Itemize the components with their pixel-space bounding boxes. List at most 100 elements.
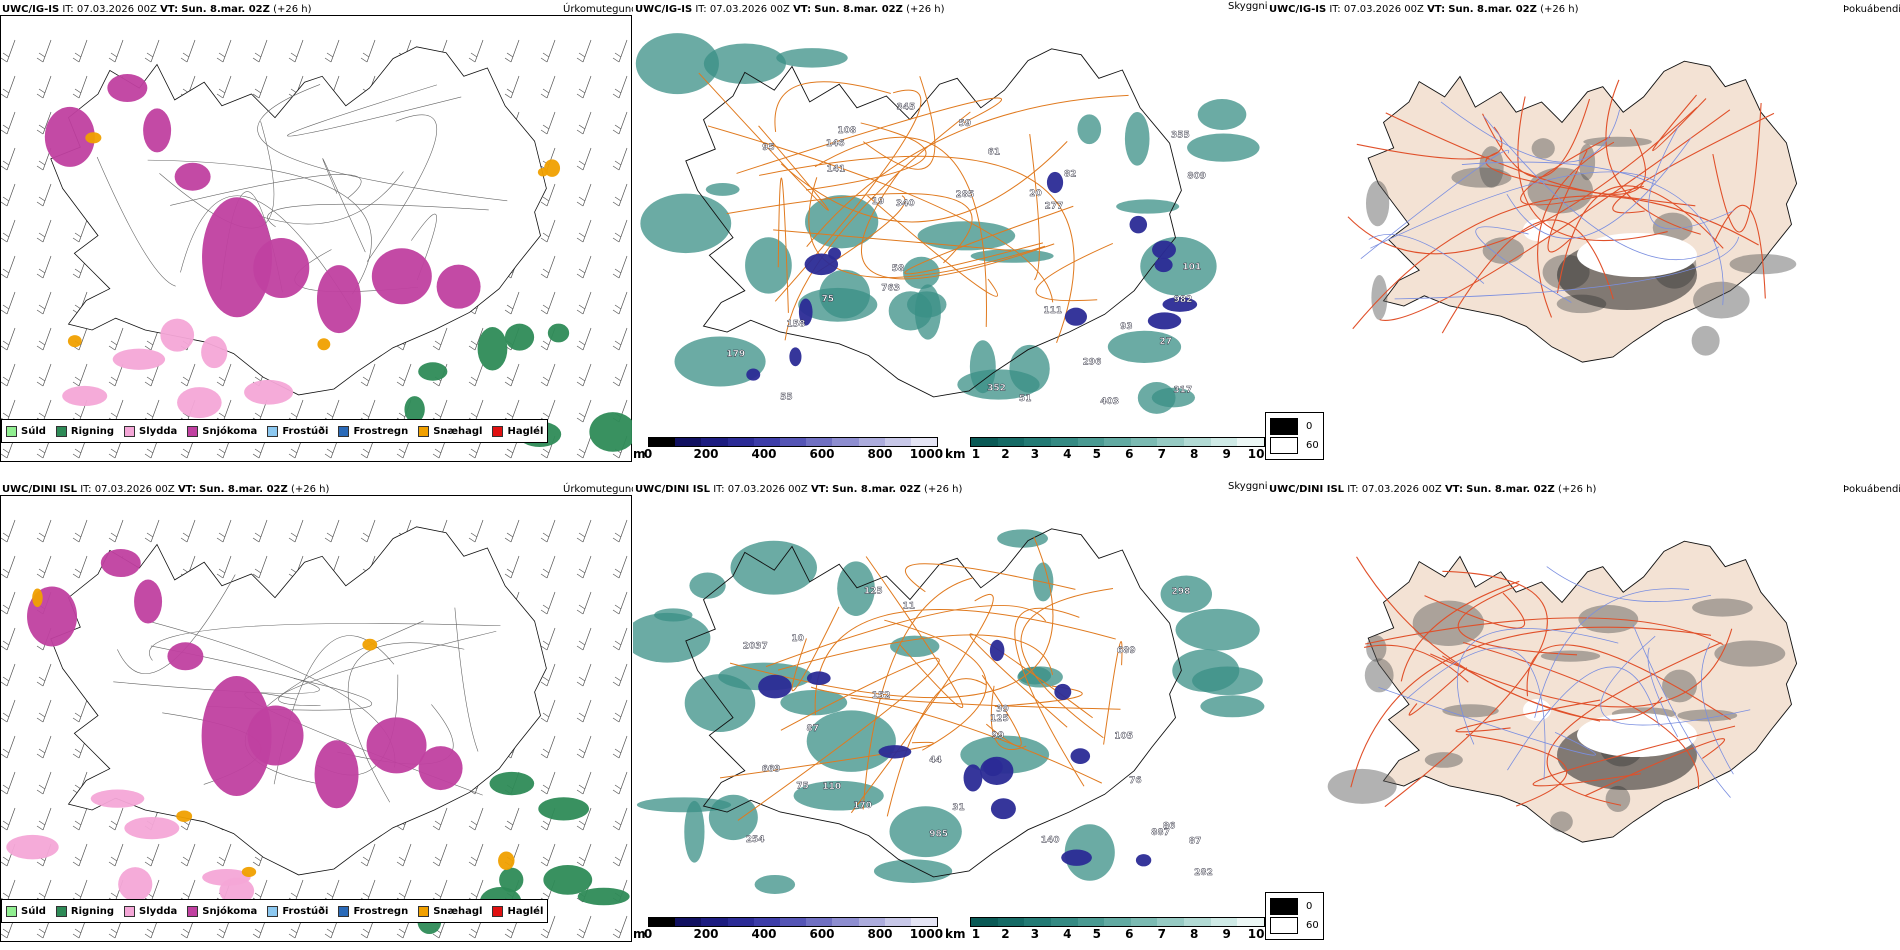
snow-area	[107, 74, 148, 103]
cloud-base-label: 296	[1083, 357, 1102, 367]
wind-barb	[108, 519, 124, 543]
legend-item: Rigning	[55, 425, 114, 437]
road-line	[780, 141, 1068, 223]
wind-barb	[468, 363, 484, 387]
wind-barb	[612, 771, 628, 795]
cloud-base-label: 340	[896, 199, 915, 209]
cloud-base-label: 75	[821, 294, 834, 304]
low-cloud-area	[1061, 849, 1092, 866]
wind-barb	[36, 111, 52, 135]
rain-area	[404, 396, 425, 423]
legend-swatch	[338, 425, 350, 437]
river-line	[1360, 149, 1510, 260]
low-visibility-area	[635, 33, 719, 95]
road-line	[904, 205, 1074, 275]
road-line	[1485, 152, 1696, 207]
wind-barb	[576, 735, 592, 759]
legend-item: Frostregn	[338, 905, 408, 917]
precip-type-panel: UWC/IG-IS IT: 07.03.2026 00Z VT: Sun. 8.…	[0, 0, 638, 470]
wind-barb	[612, 255, 628, 279]
wind-barb	[0, 807, 16, 831]
wind-barb	[216, 75, 232, 99]
ceiling-visibility-panel: UWC/DINI ISL IT: 07.03.2026 00Z VT: Sun.…	[633, 480, 1268, 950]
river-line	[1368, 234, 1485, 284]
graupel-area	[32, 588, 43, 608]
iceland-coastline	[685, 48, 1182, 398]
cloud-base-label: 152	[872, 691, 891, 701]
cloud-base-label: 2037	[743, 641, 768, 651]
wind-barb	[36, 39, 52, 63]
road-line	[1379, 109, 1731, 321]
graupel-area	[241, 866, 257, 877]
snow-area	[366, 717, 427, 774]
wind-barb	[0, 219, 16, 243]
panel-title: UWC/IG-IS IT: 07.03.2026 00Z VT: Sun. 8.…	[635, 4, 945, 15]
panel-title: UWC/DINI ISL IT: 07.03.2026 00Z VT: Sun.…	[635, 484, 963, 495]
road-line	[1612, 112, 1775, 214]
road-line	[862, 76, 936, 170]
rain-area	[504, 323, 535, 351]
cloud-base-label: 125	[990, 714, 1009, 724]
road-line	[814, 136, 987, 327]
wind-barb	[540, 183, 556, 207]
fog-shading	[1693, 281, 1750, 319]
precip-type-panel: UWC/DINI ISL IT: 07.03.2026 00Z VT: Sun.…	[0, 480, 638, 950]
low-visibility-area	[890, 635, 940, 658]
legend-item: Slydda	[124, 425, 177, 437]
panel-param-name: Þokuábendi	[1843, 484, 1900, 495]
low-visibility-area	[1107, 330, 1182, 364]
road-line	[454, 607, 479, 752]
panel-param-name: Úrkomutegund	[563, 484, 638, 495]
visibility-colorbar: 1 2 3 4 5 6 7 8 9 10 km	[945, 917, 1265, 941]
low-visibility-area	[1200, 695, 1265, 718]
low-visibility-area	[703, 43, 786, 85]
fog-shading	[1327, 768, 1397, 804]
rain-area	[543, 864, 593, 895]
wind-barb	[576, 519, 592, 543]
wind-barb	[432, 327, 448, 351]
wind-barb	[576, 327, 592, 351]
low-visibility-area	[1187, 133, 1260, 162]
fog-shading	[1540, 650, 1601, 662]
legend-item: Frostregn	[338, 425, 408, 437]
road-line	[1400, 580, 1520, 682]
low-cloud-area	[990, 798, 1016, 820]
sleet-area	[62, 385, 108, 407]
cloud-base-label: 86	[1163, 822, 1176, 832]
cloud-base-label: 158	[786, 320, 805, 330]
cloud-base-label: 27	[1159, 337, 1172, 347]
wind-barb	[612, 663, 628, 687]
road-line	[257, 84, 508, 202]
fog-index-map	[1347, 60, 1798, 363]
wind-barb	[36, 291, 52, 315]
snow-area	[201, 676, 272, 797]
snow-area	[134, 579, 163, 624]
low-visibility-area	[1064, 824, 1115, 881]
fog-legend-min: 0	[1270, 417, 1319, 436]
road-line	[886, 678, 987, 817]
cloud-base-label: 345	[896, 103, 915, 113]
wind-barb	[576, 627, 592, 651]
fog-legend-min: 0	[1270, 897, 1319, 916]
legend-swatch	[492, 425, 504, 437]
wind-barb	[576, 39, 592, 63]
wind-barb	[612, 915, 628, 939]
legend-swatch	[187, 905, 199, 917]
wind-barb	[540, 255, 556, 279]
rain-area	[538, 797, 590, 821]
cloud-base-label: 19	[872, 197, 885, 207]
low-visibility-area	[640, 193, 732, 254]
cloud-base-label: 108	[837, 126, 856, 136]
snow-area	[314, 740, 359, 809]
legend-item: Haglél	[492, 425, 543, 437]
rain-area	[489, 771, 535, 796]
road-line	[867, 195, 998, 297]
wind-barb	[36, 807, 52, 831]
low-cloud-area	[804, 253, 839, 276]
low-visibility-area	[776, 48, 848, 68]
wind-barb	[612, 219, 628, 243]
wind-barb	[360, 843, 376, 867]
road-line	[1384, 570, 1548, 808]
cloud-base-label: 75	[796, 782, 809, 792]
low-visibility-area	[819, 269, 870, 319]
